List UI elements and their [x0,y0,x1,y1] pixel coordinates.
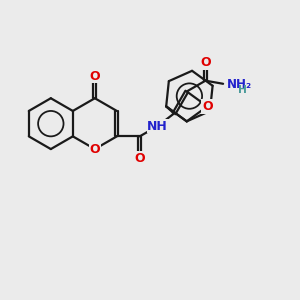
Text: NH: NH [147,120,168,133]
Text: O: O [200,56,211,69]
Text: NH₂: NH₂ [227,78,252,91]
Text: O: O [89,70,100,83]
Text: H: H [238,85,247,95]
Text: O: O [89,142,100,156]
Text: O: O [202,100,213,113]
Text: O: O [134,152,145,165]
